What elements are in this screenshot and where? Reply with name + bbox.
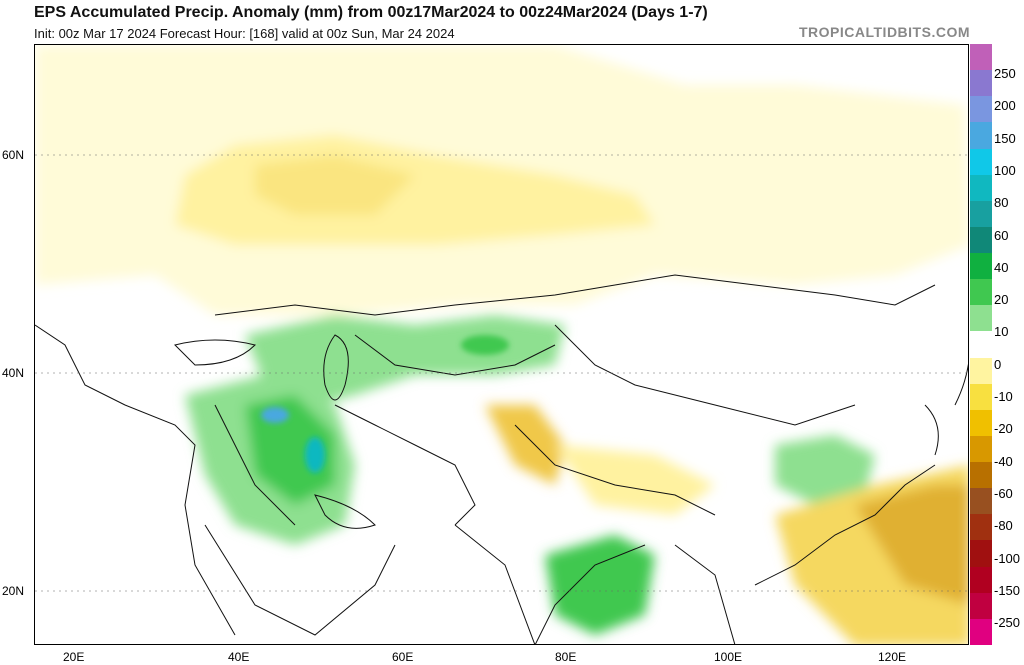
colorbar-swatch (970, 279, 992, 306)
colorbar-label: -20 (994, 421, 1013, 437)
colorbar-swatch (970, 462, 992, 489)
coastline-arabia (204, 524, 396, 636)
colorbar-label: 150 (994, 130, 1016, 146)
colorbar-label: 200 (994, 98, 1016, 114)
colorbar-label: 250 (994, 66, 1016, 81)
wet-south-china (775, 435, 875, 505)
lat-label-20n: 20N (2, 584, 25, 598)
colorbar-swatch (970, 488, 992, 515)
colorbar-label: -250 (994, 615, 1021, 631)
colorbar-label: -60 (994, 486, 1013, 502)
lon-label-60e: 60E (392, 650, 414, 664)
wet-core-iraq (261, 407, 289, 423)
lat-label-60n: 60N (2, 148, 25, 162)
precip-fields (35, 45, 968, 644)
colorbar-label: 60 (994, 227, 1009, 243)
colorbar-swatch (970, 44, 992, 71)
colorbar-swatch (970, 148, 992, 176)
colorbar-swatch (970, 514, 992, 541)
colorbar-swatch (970, 540, 992, 568)
colorbar-swatch (970, 435, 992, 463)
border-china-west (554, 324, 856, 426)
colorbar-swatch (970, 618, 992, 646)
lon-label-40e: 40E (228, 650, 250, 664)
colorbar-label: 20 (994, 292, 1009, 308)
lat-label-40n: 40N (2, 366, 25, 380)
colorbar-swatch (970, 200, 992, 228)
map-subtitle: Init: 00z Mar 17 2024 Forecast Hour: [16… (34, 26, 455, 41)
dry-core-siberia (255, 155, 415, 215)
wet-core-iran (305, 437, 325, 473)
map-canvas (35, 45, 968, 644)
colorbar-label: 100 (994, 162, 1016, 178)
coastlines-borders (35, 274, 968, 644)
colorbar-label: 40 (994, 259, 1009, 275)
dry-tibet (555, 445, 715, 515)
coastline-caspian (323, 334, 349, 401)
colorbar-swatch (970, 70, 992, 97)
coastline-black-sea (174, 339, 256, 366)
colorbar-label: 10 (994, 324, 1009, 340)
colorbar-swatch (970, 226, 992, 254)
colorbar-label: 80 (994, 195, 1009, 211)
colorbar-swatch (970, 592, 992, 620)
colorbar-swatch (970, 253, 992, 280)
coastline-india (454, 524, 646, 644)
border-mongolia (614, 274, 936, 306)
border-india-china (514, 424, 716, 516)
colorbar-label: 0 (994, 356, 1002, 372)
colorbar-label: -80 (994, 518, 1013, 534)
border-levant (214, 404, 296, 526)
border-central-asia (354, 334, 556, 376)
colorbar-swatch (970, 331, 992, 359)
coastline-southeast-asia (674, 464, 936, 644)
wet-bay-of-bengal (545, 535, 655, 635)
colorbar-swatch (970, 122, 992, 150)
colorbar-swatch (970, 409, 992, 437)
lon-label-100e: 100E (714, 650, 743, 664)
border-russia-kazakhstan (214, 284, 616, 316)
lon-label-80e: 80E (555, 650, 577, 664)
precip-anomaly-map (34, 44, 969, 645)
dry-east-china-core (855, 485, 968, 605)
dry-pakistan (485, 405, 565, 485)
brand-watermark: TROPICALTIDBITS.COM (798, 24, 970, 40)
coastline-korea-japan (924, 363, 968, 456)
colorbar (970, 44, 992, 646)
colorbar-label: -10 (994, 389, 1013, 405)
border-iran (334, 404, 476, 526)
wet-core-central-asia (461, 335, 509, 355)
colorbar-swatch (970, 383, 992, 411)
coastline-europe (35, 324, 236, 636)
colorbar-swatch (970, 357, 992, 385)
colorbar-swatch (970, 174, 992, 202)
lon-label-120e: 120E (878, 650, 907, 664)
colorbar-swatch (970, 566, 992, 594)
colorbar-label: -40 (994, 453, 1013, 469)
colorbar-label: -100 (994, 550, 1021, 566)
colorbar-label: -150 (994, 582, 1021, 598)
colorbar-swatch (970, 305, 992, 332)
wet-middle-east-core (245, 395, 335, 505)
colorbar-swatch (970, 96, 992, 123)
wet-cores (261, 335, 509, 473)
map-title: EPS Accumulated Precip. Anomaly (mm) fro… (34, 4, 708, 21)
lon-label-20e: 20E (63, 650, 85, 664)
coastline-persian-gulf (314, 494, 376, 529)
